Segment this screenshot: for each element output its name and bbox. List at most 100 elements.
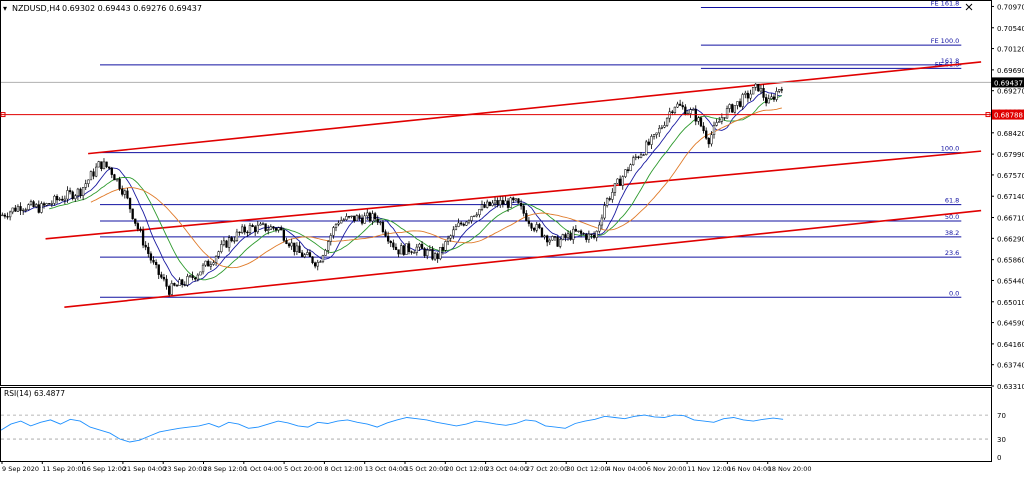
x-tick-label: 28 Sep 12:00 xyxy=(204,465,247,473)
candle-body xyxy=(621,176,624,186)
candle-body xyxy=(332,227,335,236)
rsi-tick-label: 70 xyxy=(997,412,1006,420)
fib-level-label: 23.6 xyxy=(945,249,959,257)
fib-level-label: FE 100.0 xyxy=(931,37,960,45)
candle-body xyxy=(504,200,507,205)
chart-title: NZDUSD,H4 xyxy=(12,4,60,13)
candle-body xyxy=(493,200,497,204)
candle-body xyxy=(457,222,460,227)
candle-body xyxy=(22,209,25,212)
candle-body xyxy=(473,215,476,217)
candle-body xyxy=(139,228,142,231)
candle-body xyxy=(389,240,392,244)
candle-body xyxy=(410,251,413,253)
candle-body xyxy=(311,256,314,264)
candle-body xyxy=(775,91,778,100)
candle-body xyxy=(746,92,750,99)
x-tick-label: 8 Oct 12:00 xyxy=(324,465,362,473)
candle-body xyxy=(433,253,437,260)
candle-body xyxy=(418,243,421,248)
candle-body xyxy=(467,220,471,223)
candle-body xyxy=(308,252,312,257)
candle-body xyxy=(605,198,609,206)
candle-body xyxy=(697,117,700,122)
candle-body xyxy=(186,276,189,286)
candle-body xyxy=(514,198,518,201)
candle-body xyxy=(486,201,489,208)
candle-body xyxy=(254,226,257,233)
candle-body xyxy=(63,198,67,201)
candle-body xyxy=(243,226,246,233)
y-tick-label: 0.66710 xyxy=(997,215,1024,223)
candle-body xyxy=(556,237,559,247)
channel-trendline xyxy=(45,150,982,240)
ma-mid-line xyxy=(49,95,782,281)
candle-body xyxy=(509,197,512,208)
candle-body xyxy=(551,236,554,241)
candle-body xyxy=(212,262,215,265)
candle-body xyxy=(162,277,166,280)
x-tick-label: 1 Oct 04:00 xyxy=(244,465,282,473)
candle-body xyxy=(37,204,40,213)
rsi-line xyxy=(0,414,784,443)
candle-body xyxy=(731,104,734,113)
candle-body xyxy=(444,241,447,251)
fib-level-label: FE 61.8 xyxy=(935,60,959,68)
candle-body xyxy=(723,117,726,119)
candle-body xyxy=(373,213,377,220)
candle-body xyxy=(1,214,4,217)
candle-body xyxy=(100,161,103,170)
candle-body xyxy=(397,249,400,255)
candle-body xyxy=(131,208,134,220)
candle-body xyxy=(264,223,267,231)
candle-body xyxy=(287,243,291,247)
candle-body xyxy=(517,198,520,204)
candle-body xyxy=(345,216,348,221)
y-tick-label: 0.67570 xyxy=(997,172,1024,180)
candle-body xyxy=(439,246,442,260)
candle-body xyxy=(381,221,385,233)
candle-body xyxy=(48,203,51,205)
candle-body xyxy=(201,264,205,273)
candle-body xyxy=(240,226,244,233)
candle-body xyxy=(754,83,757,88)
red-level-anchor-left xyxy=(0,112,6,118)
candle-body xyxy=(642,154,645,156)
candle-body xyxy=(600,217,604,226)
candle-body xyxy=(298,245,301,253)
candle-body xyxy=(168,286,171,295)
candle-body xyxy=(277,227,280,231)
x-tick-label: 18 Nov 20:00 xyxy=(768,465,812,473)
fib-level-label: FE 161.8 xyxy=(931,0,960,7)
candle-body xyxy=(772,96,776,100)
close-icon[interactable] xyxy=(965,3,973,11)
candle-body xyxy=(324,250,327,256)
candle-body xyxy=(68,190,72,193)
candle-body xyxy=(608,198,611,200)
candle-body xyxy=(712,125,716,135)
y-tick-label: 0.64590 xyxy=(997,320,1024,328)
candle-body xyxy=(259,223,262,226)
candle-body xyxy=(751,87,755,95)
candle-body xyxy=(118,178,121,190)
ma-slow-line xyxy=(90,107,782,269)
fib-level-label: 100.0 xyxy=(941,145,960,153)
candle-body xyxy=(327,241,330,251)
y-tick-label: 0.63740 xyxy=(997,362,1024,370)
candle-body xyxy=(744,92,747,95)
x-tick-label: 4 Nov 04:00 xyxy=(607,465,647,473)
candle-body xyxy=(102,161,106,170)
candle-body xyxy=(306,252,309,255)
candle-body xyxy=(603,205,606,219)
candle-body xyxy=(6,216,9,218)
x-tick-label: 30 Oct 12:00 xyxy=(566,465,608,473)
candle-body xyxy=(658,128,661,134)
candle-body xyxy=(165,278,168,287)
candle-body xyxy=(269,226,272,230)
candle-body xyxy=(115,178,119,181)
candle-body xyxy=(665,117,669,126)
candle-body xyxy=(300,252,304,258)
candle-body xyxy=(392,242,395,248)
red-level-anchor-right xyxy=(985,112,991,118)
